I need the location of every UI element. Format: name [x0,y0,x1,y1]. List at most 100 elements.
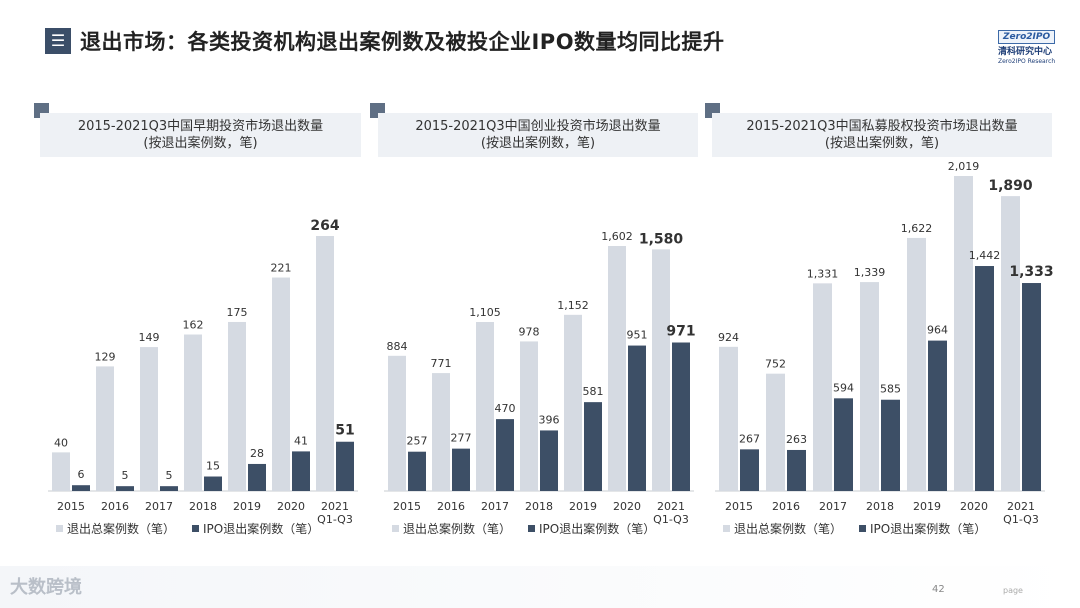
page-number: 42 [932,584,945,595]
legend-swatch-total [392,525,399,532]
bar-ipo-exits [72,485,90,491]
bar-total-exits [719,346,738,491]
bar-total-exits [860,282,879,491]
bar-total-exits [766,373,785,491]
label-ipo-exits: 28 [250,447,264,460]
x-tick-label: 2017 [819,500,847,513]
label-ipo-exits: 267 [739,432,760,445]
label-total-exits: 978 [519,325,540,338]
x-tick-label: 2020 [277,500,305,513]
label-ipo-exits: 51 [335,423,354,439]
x-tick-label: 2019 [913,500,941,513]
bar-ipo-exits [881,399,900,491]
chart-subtitle-vc: (按退出案例数，笔) [480,136,596,151]
bar-ipo-exits [204,476,222,491]
bar-ipo-exits [787,449,806,491]
bar-total-exits [184,334,202,491]
header-band [0,0,1080,62]
x-tick-label: 2016 [772,500,800,513]
label-total-exits: 1,890 [988,178,1033,194]
bar-ipo-exits [740,449,759,491]
x-tick-label: 2018 [189,500,217,513]
x-tick-label: 2017 [481,500,509,513]
label-ipo-exits: 5 [166,469,173,482]
bar-total-exits [608,246,626,491]
label-ipo-exits: 15 [206,460,220,473]
bar-total-exits [813,283,832,491]
zero2ipo-logo: Zero2IPO 清科研究中心 Zero2IPO Research [998,24,1060,65]
legend-swatch-ipo [192,525,199,532]
bar-total-exits [954,176,973,491]
x-tick-label: 2019 [233,500,261,513]
x-tick-label: 2015 [393,500,421,513]
bar-ipo-exits [336,441,354,491]
x-tick-label: 2021 [321,500,349,513]
legend-swatch-total [723,525,730,532]
label-total-exits: 1,105 [469,306,501,319]
bar-total-exits [52,452,70,491]
bar-ipo-exits [540,430,558,491]
label-total-exits: 1,331 [807,267,839,280]
label-total-exits: 1,622 [901,222,933,235]
chart-private-equity: 924 267 2015 752 263 2016 1,331 594 2017 1,339 585… [715,160,1054,536]
bar-ipo-exits [292,451,310,491]
bar-total-exits [272,277,290,491]
label-total-exits: 1,339 [854,266,886,279]
bar-ipo-exits [248,463,266,491]
chart-title-early: 2015-2021Q3中国早期投资市场退出数量 [77,119,324,134]
bar-ipo-exits [496,419,514,491]
label-total-exits: 1,152 [557,299,589,312]
bar-ipo-exits [1022,283,1041,491]
label-total-exits: 884 [387,340,408,353]
legend-swatch-total [56,525,63,532]
label-ipo-exits: 257 [407,435,428,448]
label-total-exits: 162 [183,319,204,332]
list-icon: ☰ [45,28,71,54]
bar-total-exits [96,366,114,491]
x-tick-label: 2017 [145,500,173,513]
bar-total-exits [432,373,450,491]
legend-label-total: 退出总案例数（笔） [734,521,842,536]
bar-ipo-exits [452,448,470,491]
bar-total-exits [476,322,494,491]
bar-total-exits [1001,196,1020,492]
x-tick-label: Q1-Q3 [1003,513,1039,526]
label-total-exits: 175 [227,306,248,319]
label-ipo-exits: 594 [833,381,854,394]
label-total-exits: 771 [431,357,452,370]
footer [0,566,1080,608]
label-ipo-exits: 263 [786,433,807,446]
bar-total-exits [140,347,158,491]
x-tick-label: 2015 [57,500,85,513]
legend-label-total: 退出总案例数（笔） [67,521,175,536]
legend-label-ipo: IPO退出案例数（笔） [539,521,655,536]
label-total-exits: 924 [718,331,739,344]
label-total-exits: 1,580 [639,231,684,247]
x-tick-label: Q1-Q3 [317,513,353,526]
logo-mark: Zero2IPO [998,30,1056,44]
label-total-exits: 1,602 [601,230,633,243]
label-ipo-exits: 1,333 [1009,264,1053,280]
bar-ipo-exits [672,342,690,491]
panel-header-early: 2015-2021Q3中国早期投资市场退出数量 (按退出案例数，笔) [40,113,361,157]
chart-title-pe: 2015-2021Q3中国私募股权投资市场退出数量 [746,119,1018,134]
chart-subtitle-pe: (按退出案例数，笔) [824,136,940,151]
bar-total-exits [388,355,406,491]
x-tick-label: 2021 [657,500,685,513]
label-total-exits: 40 [54,436,68,449]
page-word: page [1003,586,1023,595]
label-ipo-exits: 396 [539,413,560,426]
label-ipo-exits: 277 [451,432,472,445]
label-total-exits: 264 [310,218,339,234]
x-tick-label: 2021 [1007,500,1035,513]
x-tick-label: 2016 [101,500,129,513]
label-total-exits: 752 [765,358,786,371]
bar-total-exits [520,341,538,491]
label-ipo-exits: 5 [122,469,129,482]
bar-total-exits [652,249,670,491]
bar-total-exits [907,237,926,491]
page-title: 退出市场：各类投资机构退出案例数及被投企业IPO数量均同比提升 [80,30,725,54]
label-total-exits: 149 [139,331,160,344]
label-total-exits: 129 [95,350,116,363]
label-total-exits: 2,019 [948,160,980,173]
